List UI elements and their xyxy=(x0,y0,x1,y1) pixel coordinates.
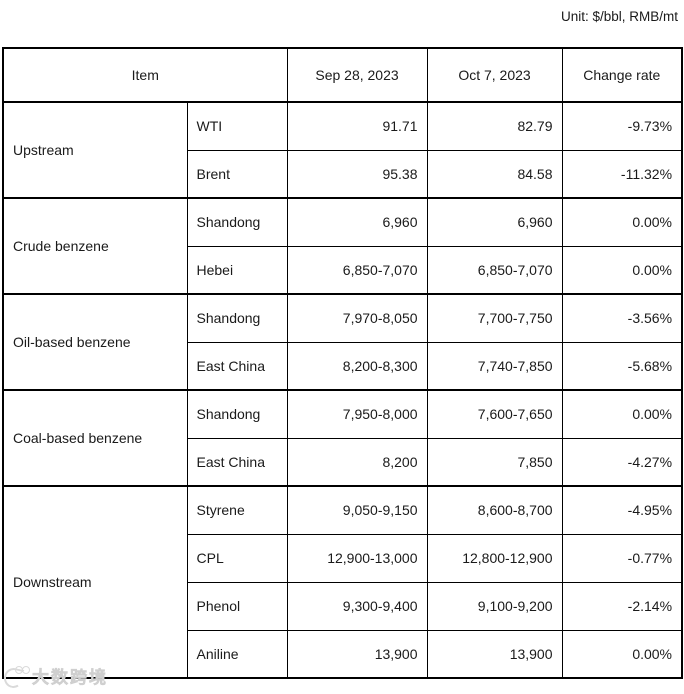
table-row: Phenol 9,300-9,400 9,100-9,200 -2.14% xyxy=(3,581,683,631)
column-header-oct7: Oct 7, 2023 xyxy=(426,47,563,103)
oct7-value: 13,900 xyxy=(426,629,563,679)
item-label: Aniline xyxy=(186,629,288,679)
change-value: -9.73% xyxy=(561,101,683,151)
item-label: Shandong xyxy=(186,293,288,343)
table-row: Crude benzene Shandong 6,960 6,960 0.00% xyxy=(2,197,683,295)
sep28-value: 91.71 xyxy=(286,101,428,151)
table-row: Aniline 13,900 13,900 0.00% xyxy=(3,629,683,679)
table-row: Oil-based benzene Shandong 7,970-8,050 7… xyxy=(2,293,683,391)
column-header-change-rate: Change rate xyxy=(561,47,683,103)
group-label-upstream: Upstream xyxy=(2,101,188,199)
change-value: 0.00% xyxy=(561,389,683,439)
change-value: -0.77% xyxy=(561,533,683,583)
column-header-sep28: Sep 28, 2023 xyxy=(286,47,428,103)
table-row: East China 8,200 7,850 -4.27% xyxy=(3,437,683,487)
change-value: -5.68% xyxy=(561,341,683,391)
change-value: -4.27% xyxy=(561,437,683,487)
oct7-value: 9,100-9,200 xyxy=(426,581,563,631)
oct7-value: 6,850-7,070 xyxy=(426,245,563,295)
oct7-value: 7,850 xyxy=(426,437,563,487)
oct7-value: 7,600-7,650 xyxy=(426,389,563,439)
change-value: -4.95% xyxy=(561,485,683,535)
item-label: Shandong xyxy=(186,389,288,439)
sep28-value: 8,200-8,300 xyxy=(286,341,428,391)
sep28-value: 9,300-9,400 xyxy=(286,581,428,631)
oct7-value: 82.79 xyxy=(426,101,563,151)
change-value: -11.32% xyxy=(561,149,683,199)
column-header-item: Item xyxy=(2,47,288,103)
sep28-value: 6,850-7,070 xyxy=(286,245,428,295)
change-value: 0.00% xyxy=(561,245,683,295)
oct7-value: 7,740-7,850 xyxy=(426,341,563,391)
change-value: -3.56% xyxy=(561,293,683,343)
item-label: East China xyxy=(186,341,288,391)
table-row: Hebei 6,850-7,070 6,850-7,070 0.00% xyxy=(3,245,683,295)
item-label: WTI xyxy=(186,101,288,151)
oct7-value: 12,800-12,900 xyxy=(426,533,563,583)
group-label-crude-benzene: Crude benzene xyxy=(2,197,188,295)
item-label: East China xyxy=(186,437,288,487)
item-label: Phenol xyxy=(186,581,288,631)
table-row: Brent 95.38 84.58 -11.32% xyxy=(3,149,683,199)
table-row: Downstream Styrene 9,050-9,150 8,600-8,7… xyxy=(2,485,683,679)
change-value: 0.00% xyxy=(561,629,683,679)
group-label-oil-based-benzene: Oil-based benzene xyxy=(2,293,188,391)
oct7-value: 84.58 xyxy=(426,149,563,199)
sep28-value: 12,900-13,000 xyxy=(286,533,428,583)
sep28-value: 8,200 xyxy=(286,437,428,487)
oct7-value: 6,960 xyxy=(426,197,563,247)
sep28-value: 9,050-9,150 xyxy=(286,485,428,535)
sep28-value: 95.38 xyxy=(286,149,428,199)
item-label: Hebei xyxy=(186,245,288,295)
item-label: Styrene xyxy=(186,485,288,535)
item-label: Shandong xyxy=(186,197,288,247)
sep28-value: 6,960 xyxy=(286,197,428,247)
sep28-value: 7,970-8,050 xyxy=(286,293,428,343)
sep28-value: 13,900 xyxy=(286,629,428,679)
unit-label: Unit: $/bbl, RMB/mt xyxy=(560,9,678,24)
price-table: Item Sep 28, 2023 Oct 7, 2023 Change rat… xyxy=(2,47,684,679)
oct7-value: 8,600-8,700 xyxy=(426,485,563,535)
table-row: East China 8,200-8,300 7,740-7,850 -5.68… xyxy=(3,341,683,391)
item-label: Brent xyxy=(186,149,288,199)
group-label-downstream: Downstream xyxy=(2,485,188,679)
group-label-coal-based-benzene: Coal-based benzene xyxy=(2,389,188,487)
item-label: CPL xyxy=(186,533,288,583)
table-row: CPL 12,900-13,000 12,800-12,900 -0.77% xyxy=(3,533,683,583)
change-value: 0.00% xyxy=(561,197,683,247)
table-header-row: Item Sep 28, 2023 Oct 7, 2023 Change rat… xyxy=(2,47,683,103)
change-value: -2.14% xyxy=(561,581,683,631)
table-row: Upstream WTI 91.71 82.79 -9.73% xyxy=(2,101,683,199)
sep28-value: 7,950-8,000 xyxy=(286,389,428,439)
table-row: Coal-based benzene Shandong 7,950-8,000 … xyxy=(2,389,683,487)
oct7-value: 7,700-7,750 xyxy=(426,293,563,343)
